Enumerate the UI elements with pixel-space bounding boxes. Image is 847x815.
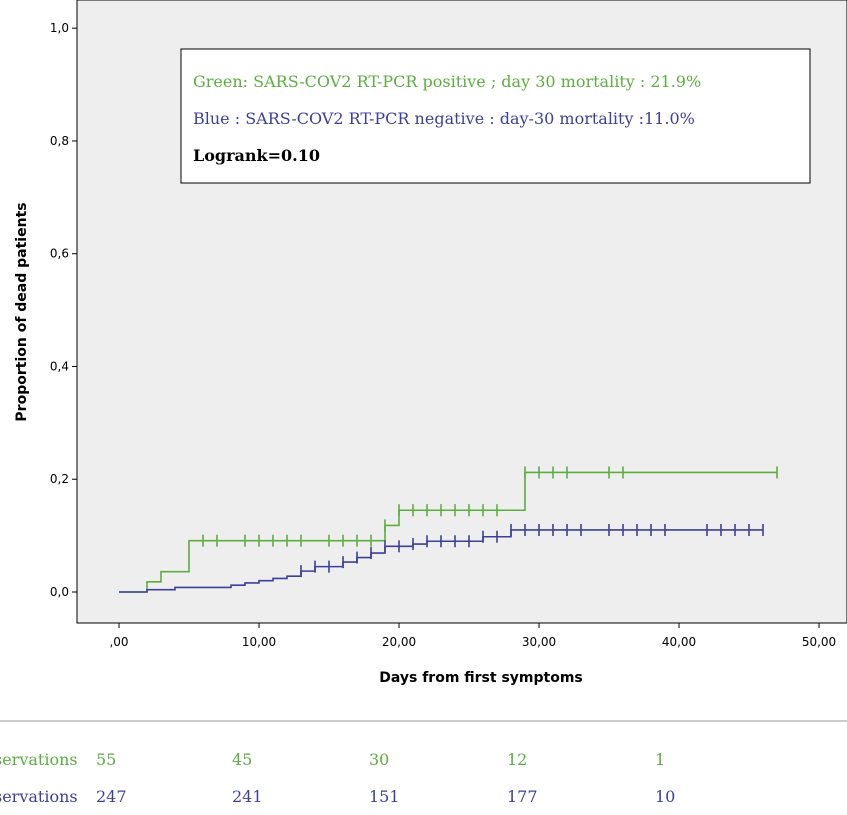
risk-table: servations 55 45 30 12 1 servations 247 241 151 17… (0, 750, 675, 806)
x-tick-label: 50,00 (802, 635, 836, 649)
risk-value: 151 (369, 787, 400, 806)
y-tick-label: 0,8 (50, 134, 69, 148)
risk-value: 55 (96, 750, 116, 769)
risk-value: 247 (96, 787, 127, 806)
y-axis-title: Proportion of dead patients (14, 202, 30, 421)
risk-row-label: servations (0, 787, 78, 806)
risk-value: 1 (655, 750, 665, 769)
risk-value: 241 (232, 787, 263, 806)
series-group (119, 466, 778, 593)
x-axis-title: Days from first symptoms (379, 670, 583, 686)
x-tick-label: 10,00 (242, 635, 276, 649)
legend-entry-green: Green: SARS-COV2 RT-PCR positive ; day 3… (193, 72, 701, 91)
x-tick-label: 40,00 (662, 635, 696, 649)
legend-box (180, 48, 811, 184)
y-tick-label: 1,0 (50, 21, 69, 35)
risk-row-label: servations (0, 750, 78, 769)
x-axis: ,00 10,00 20,00 30,00 40,00 50,00 (109, 623, 836, 649)
y-tick-label: 0,6 (50, 247, 69, 261)
y-axis: 0,0 0,2 0,4 0,6 0,8 1,0 (50, 21, 77, 599)
risk-value: 177 (507, 787, 538, 806)
y-tick-label: 0,4 (50, 359, 69, 373)
risk-value: 10 (655, 787, 675, 806)
series-blue (119, 523, 764, 593)
series-green (119, 466, 778, 593)
legend: Green: SARS-COV2 RT-PCR positive ; day 3… (180, 48, 811, 184)
legend-logrank: Logrank=0.10 (193, 146, 320, 165)
legend-entry-blue: Blue : SARS-COV2 RT-PCR negative : day-3… (193, 109, 695, 128)
x-tick-label: ,00 (109, 635, 128, 649)
risk-value: 30 (369, 750, 389, 769)
x-tick-label: 30,00 (522, 635, 556, 649)
risk-value: 12 (507, 750, 527, 769)
y-tick-label: 0,2 (50, 472, 69, 486)
x-tick-label: 20,00 (382, 635, 416, 649)
y-tick-label: 0,0 (50, 585, 69, 599)
risk-value: 45 (232, 750, 252, 769)
